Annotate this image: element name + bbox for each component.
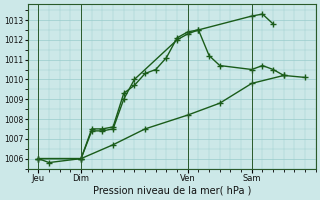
X-axis label: Pression niveau de la mer( hPa ): Pression niveau de la mer( hPa ) <box>92 186 251 196</box>
